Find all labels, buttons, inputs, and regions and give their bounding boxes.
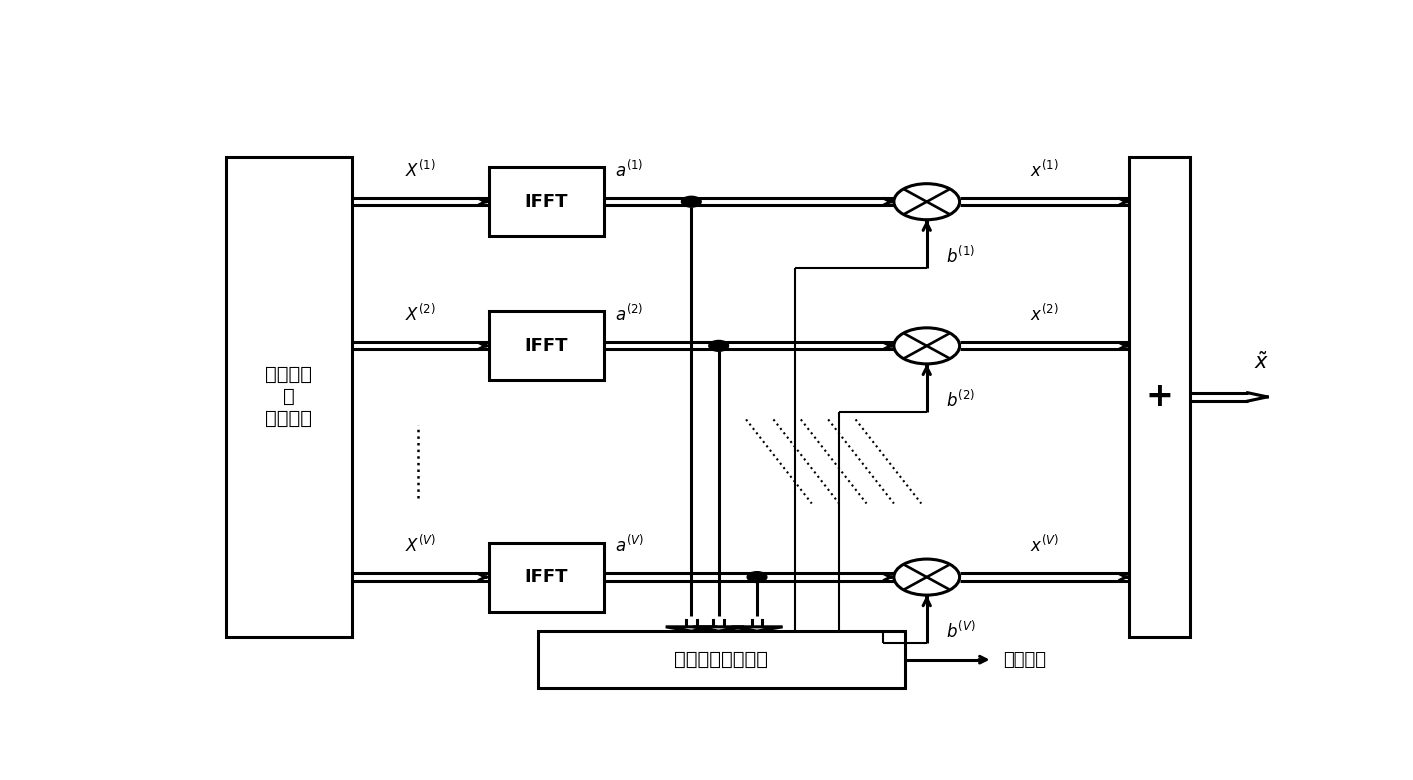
Text: $\tilde{x}$: $\tilde{x}$ [1255, 351, 1269, 373]
Polygon shape [666, 627, 716, 631]
Text: $X^{(2)}$: $X^{(2)}$ [406, 303, 435, 324]
FancyBboxPatch shape [1129, 157, 1190, 637]
FancyBboxPatch shape [538, 631, 904, 688]
Polygon shape [692, 627, 745, 631]
Circle shape [681, 197, 701, 207]
FancyBboxPatch shape [489, 543, 603, 612]
Text: IFFT: IFFT [524, 193, 568, 211]
Text: $x^{(2)}$: $x^{(2)}$ [1030, 303, 1058, 324]
Text: 串并转换
与
矢量分解: 串并转换 与 矢量分解 [266, 365, 312, 428]
Text: $a^{(V)}$: $a^{(V)}$ [615, 535, 644, 556]
FancyBboxPatch shape [226, 157, 352, 637]
Polygon shape [732, 627, 783, 631]
FancyBboxPatch shape [489, 167, 603, 236]
Text: IFFT: IFFT [524, 568, 568, 586]
Text: $x^{(V)}$: $x^{(V)}$ [1030, 535, 1058, 556]
Text: $b^{(2)}$: $b^{(2)}$ [947, 389, 976, 410]
Text: $X^{(V)}$: $X^{(V)}$ [404, 535, 437, 556]
Text: 非线性噪声最优化: 非线性噪声最优化 [674, 651, 769, 669]
Text: $x^{(1)}$: $x^{(1)}$ [1030, 159, 1058, 181]
Text: IFFT: IFFT [524, 337, 568, 355]
Text: $b^{(1)}$: $b^{(1)}$ [947, 245, 976, 266]
Text: $a^{(1)}$: $a^{(1)}$ [615, 159, 643, 181]
Text: 边带信息: 边带信息 [1003, 651, 1047, 668]
Text: $a^{(2)}$: $a^{(2)}$ [615, 303, 643, 324]
Text: $b^{(V)}$: $b^{(V)}$ [947, 621, 976, 642]
Circle shape [747, 572, 767, 583]
Text: $X^{(1)}$: $X^{(1)}$ [406, 159, 435, 181]
Circle shape [709, 340, 729, 351]
FancyBboxPatch shape [489, 311, 603, 381]
Text: +: + [1146, 381, 1173, 413]
